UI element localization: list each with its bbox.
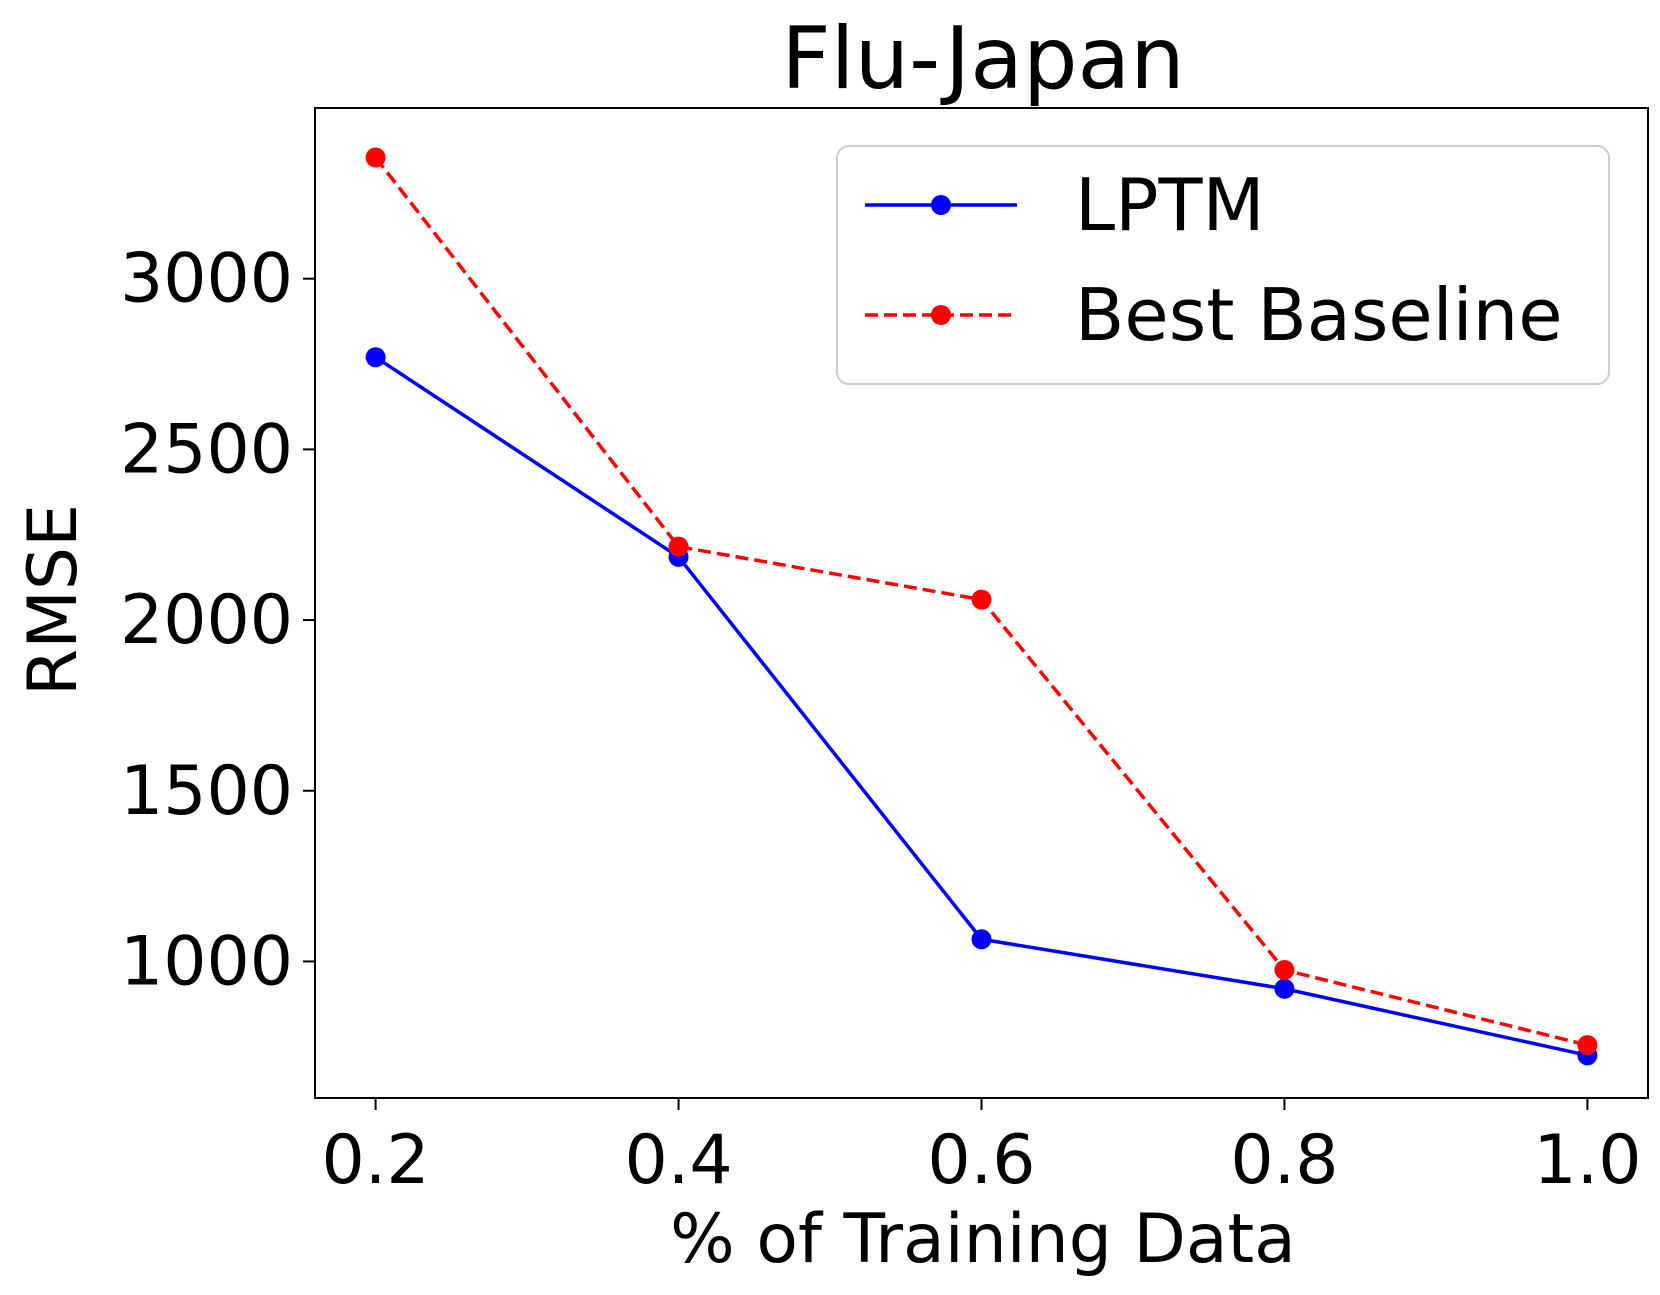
data-point-lptm: [1274, 978, 1295, 999]
data-point-best-baseline: [668, 536, 689, 557]
x-tick-label: 0.8: [1230, 1121, 1338, 1200]
legend-label-lptm: LPTM: [1075, 163, 1265, 247]
data-point-best-baseline: [365, 147, 386, 168]
legend: LPTM Best Baseline: [836, 145, 1610, 385]
y-tick-label: 2000: [120, 581, 293, 660]
y-tick-label: 2500: [120, 410, 293, 489]
chart-title: Flu-Japan: [781, 9, 1185, 109]
legend-box: [836, 145, 1610, 385]
data-point-best-baseline: [1274, 959, 1295, 980]
legend-marker-best-baseline: [931, 305, 951, 325]
data-point-lptm: [365, 347, 386, 368]
legend-marker-lptm: [931, 195, 951, 215]
plot-area: 1000 1500 2000 2500 3000 0.2 0.4 0.6 0.8 1.0: [120, 107, 1649, 1200]
x-tick-label: 0.4: [624, 1121, 732, 1200]
series-line-lptm: [374, 355, 1588, 1058]
data-point-best-baseline: [971, 589, 992, 610]
y-tick-label: 1500: [120, 752, 293, 831]
data-point-lptm: [971, 929, 992, 950]
x-axis-label: % of Training Data: [670, 1200, 1296, 1279]
y-tick-label: 1000: [120, 922, 293, 1001]
x-tick-label: 1.0: [1533, 1121, 1641, 1200]
x-tick-label: 0.6: [927, 1121, 1035, 1200]
legend-label-best-baseline: Best Baseline: [1075, 273, 1563, 357]
x-tick-label: 0.2: [322, 1121, 430, 1200]
y-axis-label: RMSE: [14, 504, 93, 696]
y-tick-label: 3000: [120, 240, 293, 319]
data-point-best-baseline: [1577, 1035, 1598, 1056]
